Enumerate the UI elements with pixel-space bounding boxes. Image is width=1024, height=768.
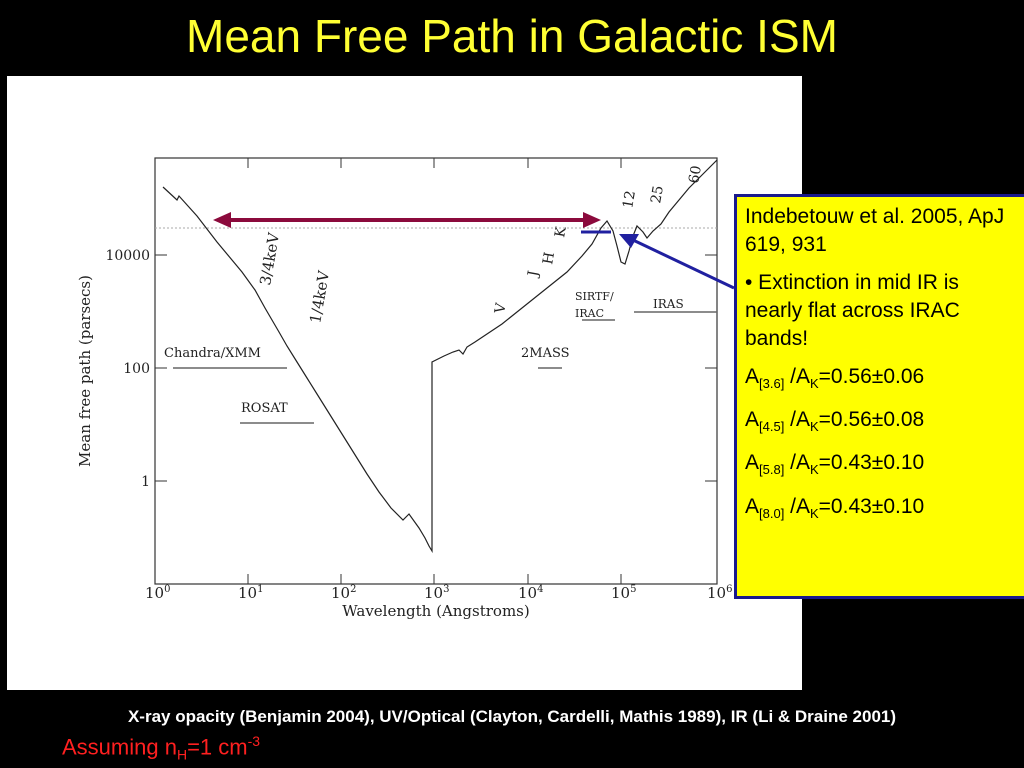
x-tick-marks: [154, 158, 622, 584]
x-tick-1e4: 104: [518, 584, 543, 602]
band-label-v: V: [492, 301, 510, 316]
mission-chandra-label: Chandra/XMM: [164, 346, 261, 361]
x-tick-labels: 100 101 102 103 104 105 106: [145, 584, 732, 602]
info-box: Indebetouw et al. 2005, ApJ 619, 931 • E…: [734, 194, 1024, 599]
extinction-ratio-8-0: A[8.0] /AK=0.43±0.10: [745, 494, 925, 521]
x-tick-1e0: 100: [145, 584, 170, 602]
mission-sirtf-label: SIRTF/: [575, 290, 614, 303]
mission-rosat-label: ROSAT: [241, 401, 288, 416]
x-tick-1e2: 102: [331, 584, 356, 602]
x-tick-1e3: 103: [424, 584, 449, 602]
mission-iras-label: IRAS: [653, 297, 684, 311]
mission-irac-label: IRAC: [575, 307, 604, 320]
references-footnote: X-ray opacity (Benjamin 2004), UV/Optica…: [127, 707, 897, 726]
y-tick-labels: 10000 100 1: [105, 248, 150, 490]
maroon-double-arrow: [213, 212, 601, 228]
band-label-h: H: [540, 251, 558, 266]
y-tick-marks: [155, 254, 717, 482]
extinction-ratio-3-6: A[3.6] /AK=0.56±0.06: [745, 365, 925, 392]
band-labels: 3/4keV 1/4keV V J H K 12 25 60: [256, 164, 705, 324]
band-label-1-4kev: 1/4keV: [306, 268, 333, 324]
x-axis-label: Wavelength (Angstroms): [342, 602, 529, 620]
x-tick-1e1: 101: [238, 584, 263, 602]
band-label-3-4kev: 3/4keV: [256, 230, 283, 286]
y-tick-10000: 10000: [105, 248, 150, 264]
band-label-j: J: [525, 269, 542, 279]
info-citation: Indebetouw et al. 2005, ApJ 619, 931: [745, 205, 1005, 256]
y-tick-100: 100: [123, 361, 150, 377]
mean-free-path-plot: 100 101 102 103 104 105 106 10000 100 1 …: [7, 76, 802, 690]
extinction-ratio-5-8: A[5.8] /AK=0.43±0.10: [745, 451, 925, 478]
mission-labels: Chandra/XMM ROSAT 2MASS SIRTF/ IRAC IRAS: [164, 290, 717, 424]
band-label-60: 60: [686, 164, 705, 184]
mission-2mass-label: 2MASS: [521, 346, 570, 361]
band-label-25: 25: [648, 184, 667, 204]
y-axis-label: Mean free path (parsecs): [76, 275, 94, 467]
density-assumption: Assuming nH=1 cm-3: [62, 733, 261, 763]
info-bullet: • Extinction in mid IR is nearly flat ac…: [745, 271, 960, 350]
extinction-ratio-4-5: A[4.5] /AK=0.56±0.08: [745, 408, 925, 435]
blue-pointer-arrow: [581, 230, 735, 290]
plot-svg: 100 101 102 103 104 105 106 10000 100 1 …: [76, 157, 735, 620]
x-tick-1e5: 105: [611, 584, 636, 602]
y-tick-1: 1: [141, 474, 150, 490]
band-label-k: K: [552, 225, 570, 239]
band-label-12: 12: [620, 189, 639, 209]
slide-title: Mean Free Path in Galactic ISM: [186, 10, 838, 62]
x-tick-1e6: 106: [707, 584, 732, 602]
mean-free-path-curve: [162, 159, 718, 554]
plot-frame: [154, 157, 718, 585]
